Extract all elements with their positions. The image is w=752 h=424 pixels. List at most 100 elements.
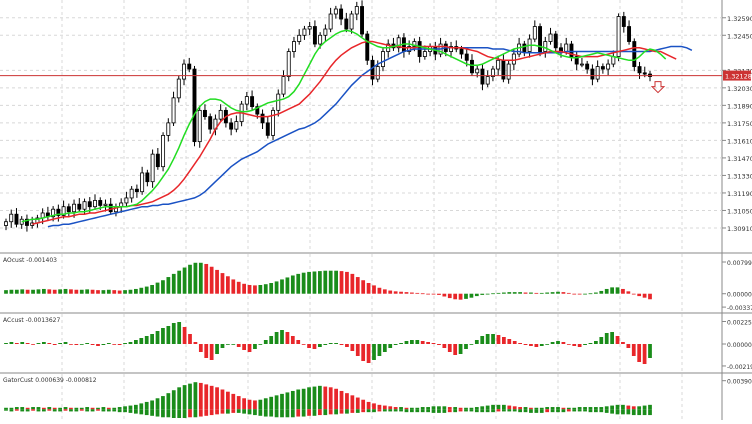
gator-upper-bar-down xyxy=(366,401,371,410)
candle-bear xyxy=(87,201,92,208)
histogram-bar-down xyxy=(296,340,301,344)
gator-upper-bar-up xyxy=(410,407,414,410)
gator-lower-bar-up xyxy=(372,409,376,413)
histogram-bar-up xyxy=(399,343,403,344)
gator-lower-bar-up xyxy=(171,409,176,418)
candle-bear xyxy=(642,72,647,75)
histogram-bar-up xyxy=(9,342,14,344)
gator-lower-bar-up xyxy=(74,409,79,412)
gator-lower-bar-up xyxy=(52,409,57,412)
histogram-bar-down xyxy=(577,293,582,295)
histogram-bar-down xyxy=(420,293,425,295)
gator-lower-bar-down xyxy=(350,409,355,413)
indicator-tick-label: 0.007998 xyxy=(727,260,752,267)
histogram-bar-down xyxy=(47,343,52,344)
gator-lower-bar-up xyxy=(577,409,582,412)
histogram-bar-up xyxy=(594,341,598,344)
histogram-bar-up xyxy=(101,290,106,294)
histogram-bar-up xyxy=(177,270,182,294)
gator-lower-bar-up xyxy=(404,409,409,413)
histogram-bar-up xyxy=(128,342,133,344)
candle-bear xyxy=(365,33,370,61)
gator-upper-bar-down xyxy=(90,407,95,410)
gator-upper-bar-up xyxy=(193,382,198,410)
gator-lower-bar-up xyxy=(345,409,349,414)
histogram-bar-up xyxy=(604,288,609,294)
candle-bear xyxy=(155,153,160,168)
histogram-bar-up xyxy=(318,271,322,294)
histogram-bar-down xyxy=(431,293,436,295)
gator-upper-bar-down xyxy=(69,407,73,410)
gator-lower-bar-up xyxy=(69,409,73,412)
histogram-bar-up xyxy=(491,293,495,295)
histogram-bar-down xyxy=(458,293,463,300)
gator-lower-bar-up xyxy=(101,409,106,412)
current-price-badge xyxy=(723,70,751,81)
candle-bull xyxy=(475,68,480,74)
histogram-bar-up xyxy=(588,293,593,295)
histogram-bar-down xyxy=(404,292,409,294)
candle-bear xyxy=(145,172,150,183)
histogram-bar-up xyxy=(20,289,25,294)
candle-bull xyxy=(161,134,166,168)
gator-lower-bar-up xyxy=(648,409,652,416)
gator-upper-bar-up xyxy=(604,406,609,410)
gator-lower-bar-down xyxy=(458,409,463,412)
gator-lower-bar-down xyxy=(296,409,301,417)
gator-lower-bar-up xyxy=(583,409,587,412)
histogram-bar-up xyxy=(182,267,187,294)
histogram-bar-up xyxy=(318,344,322,347)
histogram-bar-down xyxy=(285,332,290,344)
histogram-bar-down xyxy=(523,344,528,345)
candle-bull xyxy=(171,97,176,124)
histogram-bar-up xyxy=(583,293,587,295)
indicator-tick-label: -0.0021956 xyxy=(727,364,752,371)
gator-upper-bar-down xyxy=(25,407,30,410)
gator-lower-bar-up xyxy=(312,409,317,416)
price-axis: 1.325901.324501.321701.320301.318901.317… xyxy=(722,15,752,386)
gator-lower-bar-up xyxy=(474,409,479,413)
gator-upper-bar-up xyxy=(312,386,317,410)
candle-bull xyxy=(611,56,616,65)
gator-lower-bar-up xyxy=(420,409,425,413)
histogram-bar-down xyxy=(182,327,187,344)
gator-upper-bar-down xyxy=(253,400,257,410)
candle-bull xyxy=(490,68,495,77)
histogram-bar-up xyxy=(63,288,68,294)
gator-upper-bar-up xyxy=(550,407,555,410)
histogram-bar-up xyxy=(280,279,284,294)
gator-lower-bar-down xyxy=(14,409,19,411)
histogram-bar-up xyxy=(474,293,479,297)
histogram-bar-down xyxy=(431,343,436,344)
gator-upper-bar-up xyxy=(155,398,160,410)
candle-bull xyxy=(150,153,155,183)
histogram-bar-up xyxy=(161,280,165,294)
histogram-bar-down xyxy=(626,291,631,294)
gator-lower-bar-down xyxy=(566,409,571,412)
histogram-bar-down xyxy=(631,293,636,295)
price-tick-label: 1.30910 xyxy=(727,225,752,233)
histogram-bar-up xyxy=(31,289,35,294)
gator-lower-bar-down xyxy=(63,409,68,411)
gator-lower-bar-up xyxy=(290,409,295,418)
histogram-bar-up xyxy=(269,336,274,344)
gator-upper-bar-down xyxy=(561,407,566,410)
gator-lower-bar-down xyxy=(361,409,366,413)
histogram-bar-down xyxy=(198,344,203,352)
histogram-bar-up xyxy=(502,292,506,294)
histogram-bar-down xyxy=(247,284,252,294)
gator-upper-bar-down xyxy=(393,407,398,410)
candle-bear xyxy=(590,68,595,80)
histogram-bar-down xyxy=(209,344,214,360)
candle-bull xyxy=(129,188,134,199)
gator-upper-bar-up xyxy=(318,385,322,410)
gator-upper-bar-down xyxy=(236,396,241,410)
histogram-bar-down xyxy=(393,291,398,294)
histogram-bar-down xyxy=(529,344,533,346)
histogram-bar-up xyxy=(480,293,485,295)
gator-upper-bar-up xyxy=(637,406,642,410)
gator-lower-bar-up xyxy=(161,409,165,418)
histogram-bar-down xyxy=(350,273,355,294)
histogram-bar-up xyxy=(161,328,165,344)
gator-lower-bar-up xyxy=(117,409,122,413)
